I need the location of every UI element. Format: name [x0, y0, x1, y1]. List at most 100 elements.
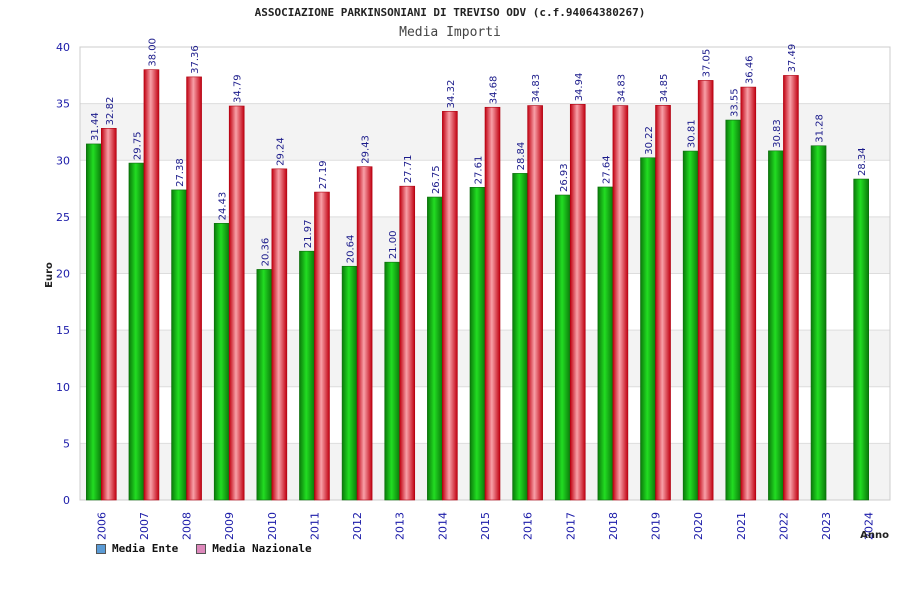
bar-media-ente [86, 143, 102, 501]
bar-media-ente [256, 269, 273, 501]
x-tick-label: 2017 [564, 512, 577, 540]
data-label: 28.34 [857, 147, 868, 176]
legend-swatch-ente [96, 543, 106, 554]
data-label: 32.82 [105, 97, 116, 126]
legend: Media Ente Media Nazionale [96, 542, 312, 555]
bar-media-nazionale [271, 168, 288, 501]
data-label: 30.81 [687, 119, 698, 148]
x-tick-label: 2006 [95, 512, 108, 540]
bar-media-nazionale [783, 75, 799, 501]
data-label: 29.75 [132, 131, 143, 160]
x-tick-label: 2022 [777, 512, 790, 540]
data-label: 31.44 [90, 112, 101, 141]
x-tick-label: 2011 [308, 512, 321, 540]
legend-swatch-nazionale [196, 543, 207, 554]
bar-media-ente [469, 187, 486, 501]
data-label: 24.43 [218, 192, 229, 221]
bar-media-nazionale [655, 105, 671, 501]
y-tick-label: 40 [56, 41, 70, 54]
data-label: 27.38 [175, 158, 186, 187]
bar-media-ente [768, 150, 784, 501]
x-tick-label: 2020 [692, 512, 705, 540]
legend-label-ente: Media Ente [112, 542, 179, 555]
y-tick-label: 15 [56, 324, 70, 337]
bar-media-ente [299, 250, 315, 501]
data-label: 37.36 [190, 45, 201, 74]
data-label: 30.22 [644, 126, 655, 155]
data-label: 34.83 [531, 74, 542, 103]
x-tick-label: 2008 [181, 512, 194, 540]
bar-media-ente [384, 261, 401, 501]
bar-media-ente [597, 186, 614, 501]
data-label: 31.28 [815, 114, 826, 143]
data-label: 26.93 [559, 163, 570, 192]
data-label: 34.85 [659, 74, 670, 103]
bar-media-ente [725, 119, 742, 501]
bar-media-nazionale [484, 106, 501, 501]
bar-media-nazionale [740, 86, 757, 501]
x-axis-label: Anno [860, 530, 889, 541]
data-label: 21.00 [388, 231, 399, 260]
bar-media-nazionale [186, 76, 202, 501]
data-label: 26.75 [431, 165, 442, 194]
x-tick-label: 2013 [394, 512, 407, 540]
data-label: 36.46 [744, 55, 755, 84]
data-label: 21.97 [303, 220, 314, 249]
chart-title: ASSOCIAZIONE PARKINSONIANI DI TREVISO OD… [254, 6, 646, 19]
bar-media-ente [554, 194, 571, 501]
bar-media-ente [171, 189, 187, 501]
x-tick-label: 2012 [351, 512, 364, 540]
x-tick-label: 2021 [735, 512, 748, 540]
y-tick-label: 25 [56, 211, 70, 224]
data-label: 30.83 [772, 119, 783, 148]
bar-media-nazionale [697, 80, 714, 501]
x-tick-label: 2007 [138, 512, 151, 540]
x-tick-label: 2018 [607, 512, 620, 540]
y-tick-label: 0 [63, 494, 70, 507]
legend-item-nazionale: Media Nazionale [196, 542, 312, 555]
bar-media-ente [512, 173, 528, 501]
bar-media-nazionale [356, 166, 373, 501]
data-label: 20.36 [260, 238, 271, 267]
data-label: 34.68 [489, 76, 500, 105]
data-label: 27.61 [474, 156, 485, 185]
y-tick-label: 20 [56, 268, 70, 281]
x-tick-label: 2023 [820, 512, 833, 540]
data-label: 27.64 [601, 155, 612, 184]
y-tick-label: 35 [56, 98, 70, 111]
data-label: 38.00 [147, 38, 158, 67]
bar-media-nazionale [228, 105, 245, 501]
bar-media-nazionale [143, 69, 160, 501]
x-tick-label: 2024 [863, 512, 876, 540]
bar-media-ente [128, 162, 145, 501]
x-tick-label: 2015 [479, 512, 492, 540]
x-tick-label: 2009 [223, 512, 236, 540]
x-tick-label: 2010 [266, 512, 279, 540]
data-label: 37.49 [787, 44, 798, 73]
bar-media-ente [213, 223, 230, 501]
y-axis-label: Euro [44, 262, 55, 288]
data-label: 20.64 [346, 235, 357, 264]
legend-item-ente: Media Ente [96, 542, 178, 555]
x-tick-label: 2019 [650, 512, 663, 540]
legend-label-nazionale: Media Nazionale [212, 542, 312, 555]
bars [86, 69, 869, 501]
bar-media-ente [640, 157, 656, 501]
bar-media-ente [682, 150, 699, 501]
x-tick-label: 2016 [522, 512, 535, 540]
bar-media-nazionale [399, 185, 416, 501]
bar-media-nazionale [569, 104, 586, 501]
data-label: 34.83 [616, 74, 627, 103]
data-label: 37.05 [702, 49, 713, 78]
bar-media-ente [810, 145, 827, 501]
data-label: 29.24 [275, 137, 286, 166]
y-tick-label: 10 [56, 381, 70, 394]
data-label: 33.55 [729, 88, 740, 117]
data-label: 34.94 [574, 73, 585, 102]
data-label: 27.71 [403, 155, 414, 184]
data-label: 28.84 [516, 142, 527, 171]
data-label: 29.43 [361, 135, 372, 164]
data-label: 34.79 [233, 74, 244, 103]
bar-media-ente [427, 196, 443, 501]
